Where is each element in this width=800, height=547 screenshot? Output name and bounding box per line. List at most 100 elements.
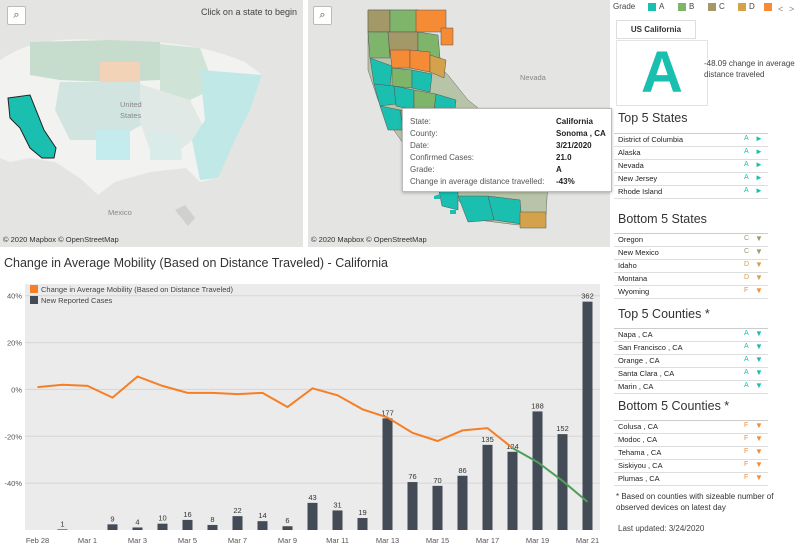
ranking-row[interactable]: Idaho D ▼ [614, 260, 768, 273]
legend-swatch-mobility [30, 285, 38, 293]
ranking-grade: A [744, 135, 749, 142]
bottom-states-title: Bottom 5 States [618, 212, 707, 226]
grade-swatch-b[interactable] [678, 3, 686, 11]
bar-value-label: 152 [556, 424, 569, 433]
y-tick-label: -20% [4, 432, 22, 441]
bar-value-label: 19 [358, 508, 366, 517]
bar-value-label: 43 [308, 493, 316, 502]
ca-map-copyright: © 2020 Mapbox © OpenStreetMap [311, 235, 427, 244]
ranking-name: Orange , CA [618, 356, 660, 365]
legend-next-icon[interactable]: > [789, 4, 795, 14]
y-tick-label: 0% [11, 385, 22, 394]
bar [107, 524, 118, 530]
ranking-row[interactable]: Tehama , CA F ▼ [614, 447, 768, 460]
ranking-grade: F [744, 448, 749, 455]
bar-value-label: 362 [581, 292, 594, 301]
tooltip-value: 21.0 [556, 153, 572, 162]
ranking-grade: F [744, 435, 749, 442]
ranking-row[interactable]: Colusa , CA F ▼ [614, 421, 768, 434]
y-tick-label: 20% [7, 339, 22, 348]
bar [482, 444, 493, 530]
ranking-grade: F [744, 474, 749, 481]
bar-value-label: 22 [233, 506, 241, 515]
legend-prev-icon[interactable]: < [778, 4, 784, 14]
ranking-grade: A [744, 343, 749, 350]
grade-swatch-d[interactable] [738, 3, 746, 11]
ranking-grade: A [744, 161, 749, 168]
bar-value-label: 188 [531, 401, 544, 410]
trend-arrow-icon: ▼ [755, 286, 763, 295]
tooltip-value: Sonoma , CA [556, 129, 606, 138]
tooltip-key: Date: [410, 141, 430, 150]
x-tick-label: Mar 15 [426, 536, 449, 545]
bottom-counties-list: Colusa , CA F ▼ Modoc , CA F ▼ Tehama , CA F ▼ Si… [614, 420, 768, 486]
ranking-row[interactable]: Nevada A ► [614, 160, 768, 173]
x-tick-label: Mar 5 [178, 536, 197, 545]
tooltip-row-grade: Grade: A [410, 165, 606, 176]
top-counties-list: Napa , CA A ▼ San Francisco , CA A ▼ Orange , … [614, 328, 768, 394]
ranking-row[interactable]: Oregon C ▼ [614, 234, 768, 247]
ranking-row[interactable]: Alaska A ► [614, 147, 768, 160]
ranking-name: Oregon [618, 235, 644, 244]
tooltip-key: Confirmed Cases: [410, 153, 475, 162]
footnote: * Based on counties with sizeable number… [616, 492, 774, 512]
bar [507, 451, 518, 530]
ranking-row[interactable]: San Francisco , CA A ▼ [614, 342, 768, 355]
bar-value-label: 70 [433, 476, 441, 485]
grade-label-c: C [719, 2, 725, 11]
x-tick-label: Mar 3 [128, 536, 147, 545]
us-map-search-icon[interactable]: ⌕ [7, 6, 26, 25]
ranking-row[interactable]: Wyoming F ▼ [614, 286, 768, 299]
ranking-grade: F [744, 287, 749, 294]
grade-swatch-c[interactable] [708, 3, 716, 11]
grade-swatch-f[interactable] [764, 3, 772, 11]
ranking-row[interactable]: Plumas , CA F ▼ [614, 473, 768, 486]
bar-value-label: 31 [333, 500, 341, 509]
grade-legend-label: Grade [613, 2, 636, 11]
grade-swatch-a[interactable] [648, 3, 656, 11]
tooltip-key: State: [410, 117, 431, 126]
ranking-row[interactable]: Orange , CA A ▼ [614, 355, 768, 368]
x-tick-label: Mar 13 [376, 536, 399, 545]
tooltip-value: California [556, 117, 593, 126]
us-california-tab[interactable]: US California [616, 20, 696, 39]
y-tick-label: 40% [7, 292, 22, 301]
mobility-line-tail [512, 447, 589, 503]
x-tick-label: Mar 19 [526, 536, 549, 545]
bar-value-label: 9 [110, 514, 114, 523]
ranking-name: Siskiyou , CA [618, 461, 663, 470]
ranking-row[interactable]: New Jersey A ► [614, 173, 768, 186]
bar [282, 526, 293, 530]
bar [382, 418, 393, 530]
ca-map-search-icon[interactable]: ⌕ [313, 6, 332, 25]
bar [457, 475, 468, 530]
bottom-counties-title: Bottom 5 Counties * [618, 399, 730, 413]
ranking-row[interactable]: Napa , CA A ▼ [614, 329, 768, 342]
tooltip-key: County: [410, 129, 438, 138]
grade-legend: Grade A B C D < > [612, 2, 800, 14]
bar [332, 510, 343, 530]
ranking-row[interactable]: District of Columbia A ► [614, 134, 768, 147]
ranking-row[interactable]: Rhode Island A ► [614, 186, 768, 199]
legend-swatch-cases [30, 296, 38, 304]
trend-arrow-icon: ▼ [755, 355, 763, 364]
ranking-grade: A [744, 382, 749, 389]
bar [432, 485, 443, 530]
big-grade-letter: A [616, 40, 708, 106]
us-map[interactable]: ⌕ Click on a state to begin United State… [0, 0, 303, 247]
tooltip-value: -43% [556, 177, 575, 186]
ranking-row[interactable]: Marin , CA A ▼ [614, 381, 768, 394]
bar-value-label: 14 [258, 511, 266, 520]
bar [532, 411, 543, 530]
ranking-row[interactable]: Modoc , CA F ▼ [614, 434, 768, 447]
ranking-row[interactable]: New Mexico C ▼ [614, 247, 768, 260]
ranking-row[interactable]: Montana D ▼ [614, 273, 768, 286]
ranking-row[interactable]: Santa Clara , CA A ▼ [614, 368, 768, 381]
x-tick-label: Mar 21 [576, 536, 599, 545]
mobility-chart[interactable]: 40%20%0%-20%-40%19 4 10 1682214643311917776… [0, 276, 610, 547]
top-states-title: Top 5 States [618, 111, 688, 125]
last-updated: Last updated: 3/24/2020 [618, 524, 705, 533]
ranking-row[interactable]: Siskiyou , CA F ▼ [614, 460, 768, 473]
bar-value-label: 177 [381, 408, 394, 417]
tooltip-row-county: County: Sonoma , CA [410, 129, 606, 140]
